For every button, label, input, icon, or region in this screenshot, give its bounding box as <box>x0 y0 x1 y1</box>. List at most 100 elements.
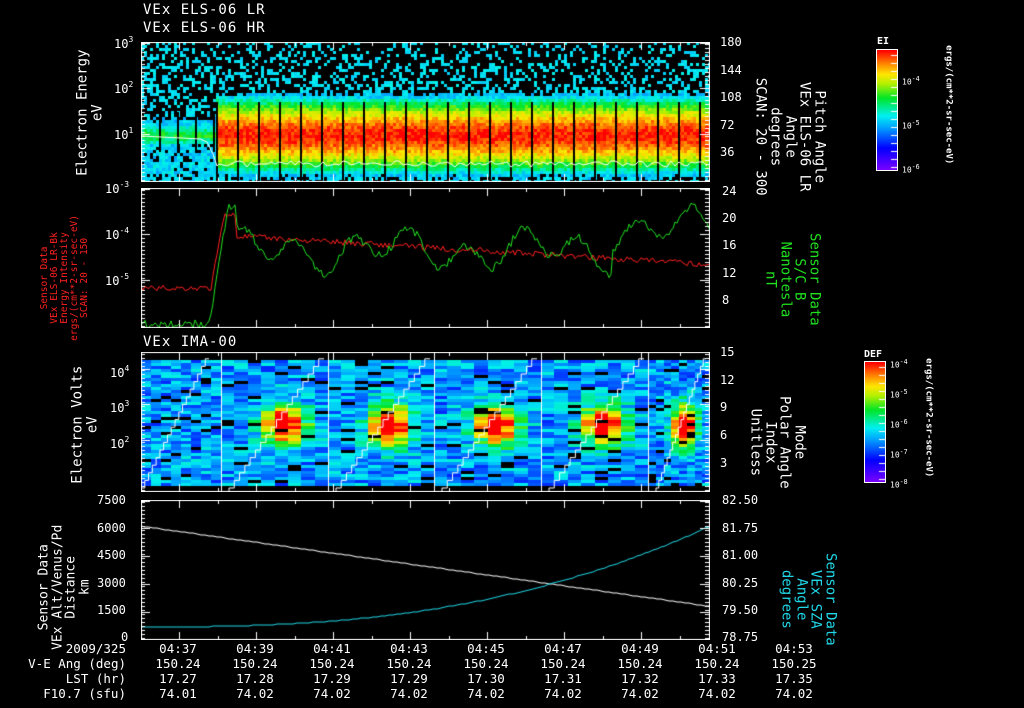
def-cb-tick-0: 10-4 <box>890 358 908 370</box>
p1-right-tick-144: 144 <box>720 63 742 77</box>
p2-right-tick-12: 12 <box>722 266 737 280</box>
p4-left-tick-7500: 7500 <box>97 493 126 507</box>
footer-times-3: 04:43 <box>390 641 428 656</box>
footer-lst-0: 17.27 <box>159 671 197 686</box>
def-colorbar-title: DEF <box>864 349 883 360</box>
p1-right-tick-180: 180 <box>720 35 742 49</box>
footer-times-4: 04:45 <box>467 641 505 656</box>
p3-right-tick-6: 6 <box>720 428 728 442</box>
p4-right-tick-4: 79.50 <box>722 603 759 617</box>
ima-spectrogram-plot <box>141 352 710 492</box>
footer-lst-6: 17.32 <box>621 671 659 686</box>
p3-right-tick-3: 3 <box>720 456 728 470</box>
p3-right-tick-15: 15 <box>720 345 735 359</box>
footer-lst-3: 17.29 <box>390 671 428 686</box>
ei-cb-tick-2: 10-6 <box>902 163 920 175</box>
ei-colorbar-title: EI <box>877 36 890 47</box>
footer-ve_ang-5: 150.24 <box>540 656 586 671</box>
footer-times-6: 04:49 <box>621 641 659 656</box>
ei-colorbar-units: ergs/(cm**2-sr-sec-eV) <box>943 45 954 165</box>
footer-ve_ang-8: 150.25 <box>771 656 817 671</box>
footer-ve_ang-2: 150.24 <box>309 656 355 671</box>
footer-f107-1: 74.02 <box>236 686 274 701</box>
p2-left-axis-label: Sensor Data VEx ELS-06 LR-Bk Energy Intens… <box>39 215 90 341</box>
footer-times-7: 04:51 <box>698 641 736 656</box>
p1-left-tick-1: 102 <box>114 80 134 96</box>
p1-right-tick-72: 72 <box>720 118 735 132</box>
footer-ve_ang-6: 150.24 <box>617 656 663 671</box>
footer-f107-label: F10.7 (sfu) <box>43 686 126 701</box>
p2-right-tick-20: 20 <box>722 211 737 225</box>
p4-right-tick-5: 78.75 <box>722 630 759 644</box>
p4-left-axis-label: Sensor Data VEx Alt/Venus/Pd Distance km <box>36 524 93 650</box>
p4-left-tick-1500: 1500 <box>97 603 126 617</box>
footer-f107-0: 74.01 <box>159 686 197 701</box>
distance-sza-line-plot <box>141 500 710 640</box>
p2-left-tick-1: 10-4 <box>105 226 130 242</box>
p4-left-tick-3000: 3000 <box>97 576 126 590</box>
panel3-title: VEx IMA-00 <box>143 334 238 350</box>
p3-right-tick-12: 12 <box>720 373 735 387</box>
footer-f107-7: 74.02 <box>698 686 736 701</box>
ei-cb-tick-0: 10-4 <box>902 75 920 87</box>
p3-left-tick-0: 104 <box>110 364 130 380</box>
footer-f107-2: 74.02 <box>313 686 351 701</box>
def-cb-tick-4: 10-8 <box>890 478 908 490</box>
p4-right-tick-0: 82.50 <box>722 493 759 507</box>
footer-lst-7: 17.33 <box>698 671 736 686</box>
footer-f107-4: 74.02 <box>467 686 505 701</box>
p1-right-axis-label: Pitch Angle VEx ELS-06 LR Angle degrees SCAN… <box>752 77 828 196</box>
intensity-bfield-line-plot <box>141 188 710 328</box>
footer-lst-8: 17.35 <box>775 671 813 686</box>
panel1-title-hr: VEx ELS-06 HR <box>143 20 266 36</box>
p2-left-tick-2: 10-5 <box>105 272 130 288</box>
p4-left-tick-4500: 4500 <box>97 548 126 562</box>
p4-left-tick-6000: 6000 <box>97 521 126 535</box>
footer-times-8: 04:53 <box>775 641 813 656</box>
footer-ve_ang-3: 150.24 <box>386 656 432 671</box>
footer-f107-8: 74.02 <box>775 686 813 701</box>
p4-right-tick-3: 80.25 <box>722 576 759 590</box>
p1-right-tick-36: 36 <box>720 145 735 159</box>
footer-f107-5: 74.02 <box>544 686 582 701</box>
p1-right-tick-108: 108 <box>720 90 742 104</box>
def-cb-tick-2: 10-6 <box>890 418 908 430</box>
p1-left-tick-0: 103 <box>114 35 134 51</box>
p3-right-tick-9: 9 <box>720 400 728 414</box>
p2-right-axis-label: Sensor Data S/C B Nanotesla nT <box>762 233 823 326</box>
footer-f107-3: 74.02 <box>390 686 428 701</box>
footer-times-0: 04:37 <box>159 641 197 656</box>
panel1-title-lr: VEx ELS-06 LR <box>143 2 266 18</box>
def-colorbar-units: ergs/(cm**2-sr-sec-eV) <box>923 358 934 478</box>
p1-left-axis-label: Electron Energy eV <box>74 49 105 176</box>
def-cb-tick-3: 10-7 <box>890 448 908 460</box>
footer-date-label: 2009/325 <box>65 641 126 656</box>
footer-times-1: 04:39 <box>236 641 274 656</box>
p2-right-tick-16: 16 <box>722 238 737 252</box>
p4-right-tick-2: 81.00 <box>722 548 759 562</box>
def-colorbar <box>864 361 886 483</box>
p2-right-tick-24: 24 <box>722 184 737 198</box>
p3-left-axis-label: Electron Volts eV <box>69 365 100 484</box>
footer-times-2: 04:41 <box>313 641 351 656</box>
footer-lst-1: 17.28 <box>236 671 274 686</box>
footer-ve-ang-label: V-E Ang (deg) <box>28 656 126 671</box>
p2-right-tick-8: 8 <box>722 293 730 307</box>
ei-colorbar <box>876 49 898 171</box>
p3-right-axis-label: Mode Polar Angle Index Unitless <box>747 396 808 489</box>
footer-lst-5: 17.31 <box>544 671 582 686</box>
def-cb-tick-1: 10-5 <box>890 388 908 400</box>
footer-ve_ang-1: 150.24 <box>232 656 278 671</box>
p3-left-tick-1: 103 <box>110 399 130 415</box>
footer-ve_ang-0: 150.24 <box>155 656 201 671</box>
p2-left-tick-0: 10-3 <box>105 180 130 196</box>
els-spectrogram-plot <box>141 42 710 182</box>
footer-ve_ang-7: 150.24 <box>694 656 740 671</box>
p1-left-tick-2: 101 <box>114 126 134 142</box>
footer-lst-4: 17.30 <box>467 671 505 686</box>
p3-left-tick-2: 102 <box>110 435 130 451</box>
footer-lst-2: 17.29 <box>313 671 351 686</box>
footer-ve_ang-4: 150.24 <box>463 656 509 671</box>
p4-right-tick-1: 81.75 <box>722 521 759 535</box>
footer-times-5: 04:47 <box>544 641 582 656</box>
